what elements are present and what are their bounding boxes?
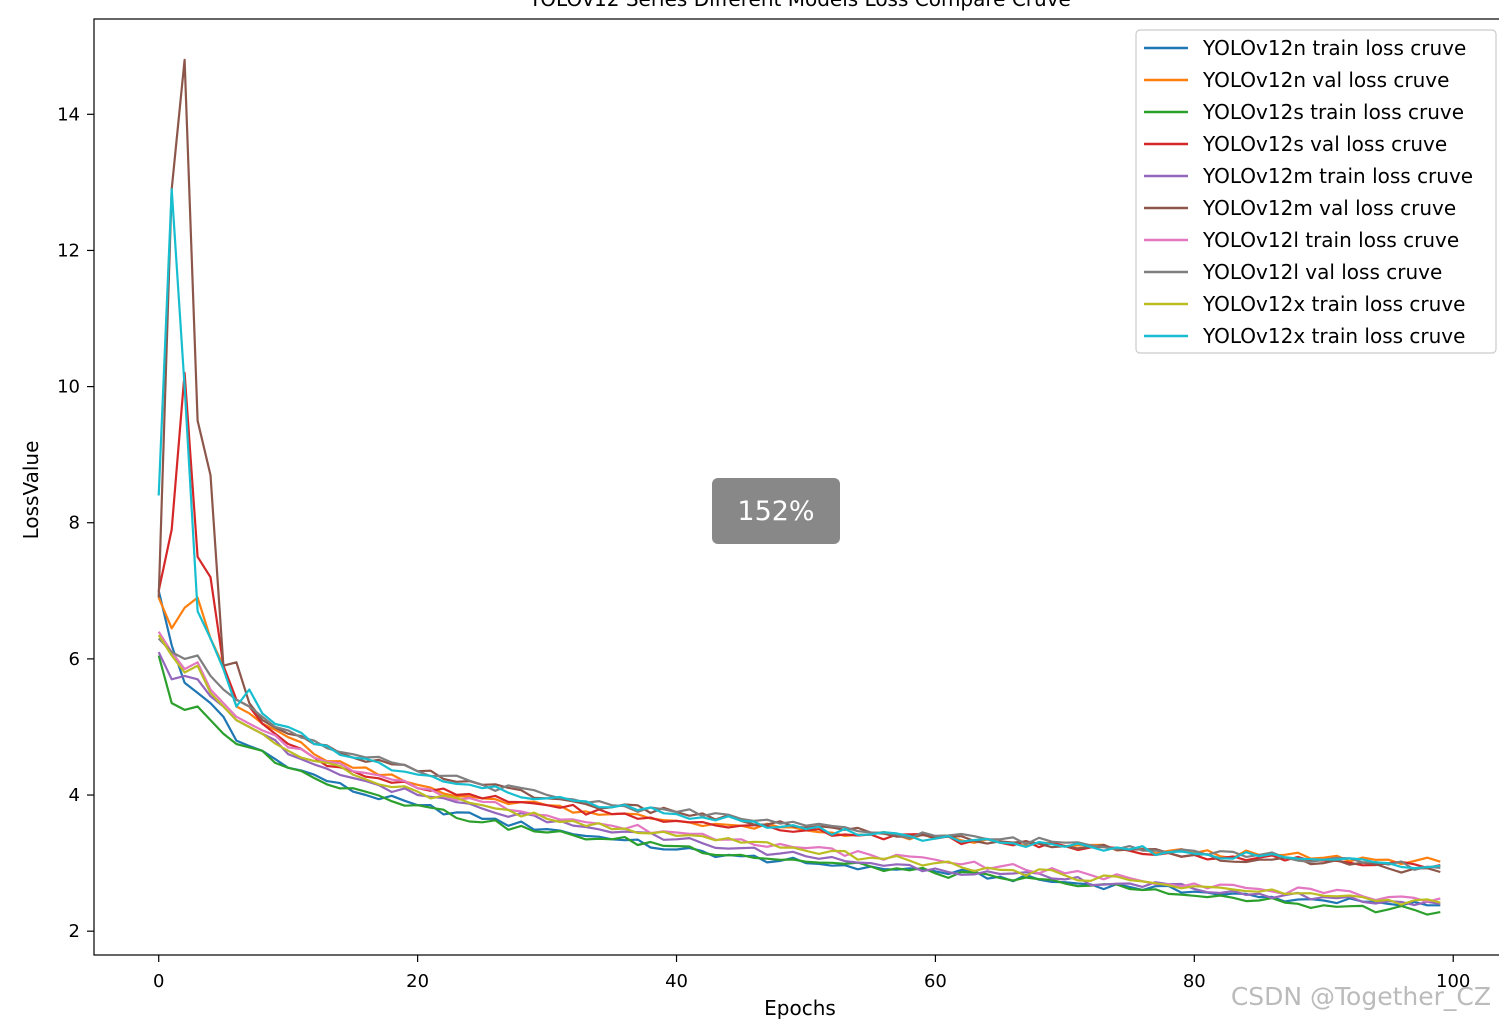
- legend-label: YOLOv12s val loss cruve: [1202, 132, 1447, 156]
- legend-box: [1135, 29, 1497, 354]
- series-line: [157, 655, 1441, 916]
- series-line: [157, 651, 1441, 907]
- x-tick-label: 40: [665, 971, 688, 992]
- series-line: [157, 634, 1441, 906]
- y-tick-label: 10: [57, 377, 80, 398]
- y-tick-label: 12: [57, 240, 80, 261]
- y-tick-label: 14: [57, 104, 80, 125]
- legend-label: YOLOv12l val loss cruve: [1202, 260, 1442, 284]
- x-tick-label: 60: [924, 971, 947, 992]
- watermark: CSDN @Together_CZ: [1230, 982, 1491, 1011]
- legend-label: YOLOv12m train loss cruve: [1202, 164, 1473, 188]
- legend-label: YOLOv12s train loss cruve: [1202, 100, 1464, 124]
- legend: YOLOv12n train loss cruve YOLOv12n val lo…: [1135, 29, 1497, 354]
- legend-label: YOLOv12x train loss cruve: [1202, 292, 1465, 316]
- zoom-level-badge: 152%: [712, 478, 840, 544]
- series-line: [157, 637, 1441, 871]
- y-tick-label: 4: [69, 785, 80, 806]
- legend-label: YOLOv12n val loss cruve: [1202, 68, 1449, 92]
- legend-label: YOLOv12x train loss cruve: [1202, 324, 1465, 348]
- series-layer: [157, 58, 1441, 916]
- y-tick-label: 8: [69, 513, 80, 534]
- series-line: [157, 631, 1441, 903]
- y-axis: 2 4 6 8 10 12 14: [57, 104, 94, 942]
- x-axis-title: Epochs: [764, 996, 836, 1019]
- series-line: [157, 188, 1441, 870]
- x-axis: 0 20 40 60 80 100: [153, 955, 1470, 992]
- plot-area-frame: [93, 18, 1499, 956]
- chart-title: YOLOv12 Series Different Models Loss Com…: [528, 0, 1071, 11]
- x-tick-label: 0: [153, 971, 164, 992]
- series-line: [157, 371, 1441, 869]
- x-tick-label: 80: [1183, 971, 1206, 992]
- series-line: [157, 590, 1441, 907]
- legend-label: YOLOv12l train loss cruve: [1202, 228, 1459, 252]
- y-tick-label: 2: [69, 921, 80, 942]
- x-tick-label: 20: [406, 971, 429, 992]
- legend-label: YOLOv12m val loss cruve: [1202, 196, 1456, 220]
- legend-label: YOLOv12n train loss cruve: [1202, 36, 1466, 60]
- y-tick-label: 6: [69, 649, 80, 670]
- x-tick-label: 100: [1436, 971, 1470, 992]
- y-axis-title: LossValue: [19, 441, 43, 540]
